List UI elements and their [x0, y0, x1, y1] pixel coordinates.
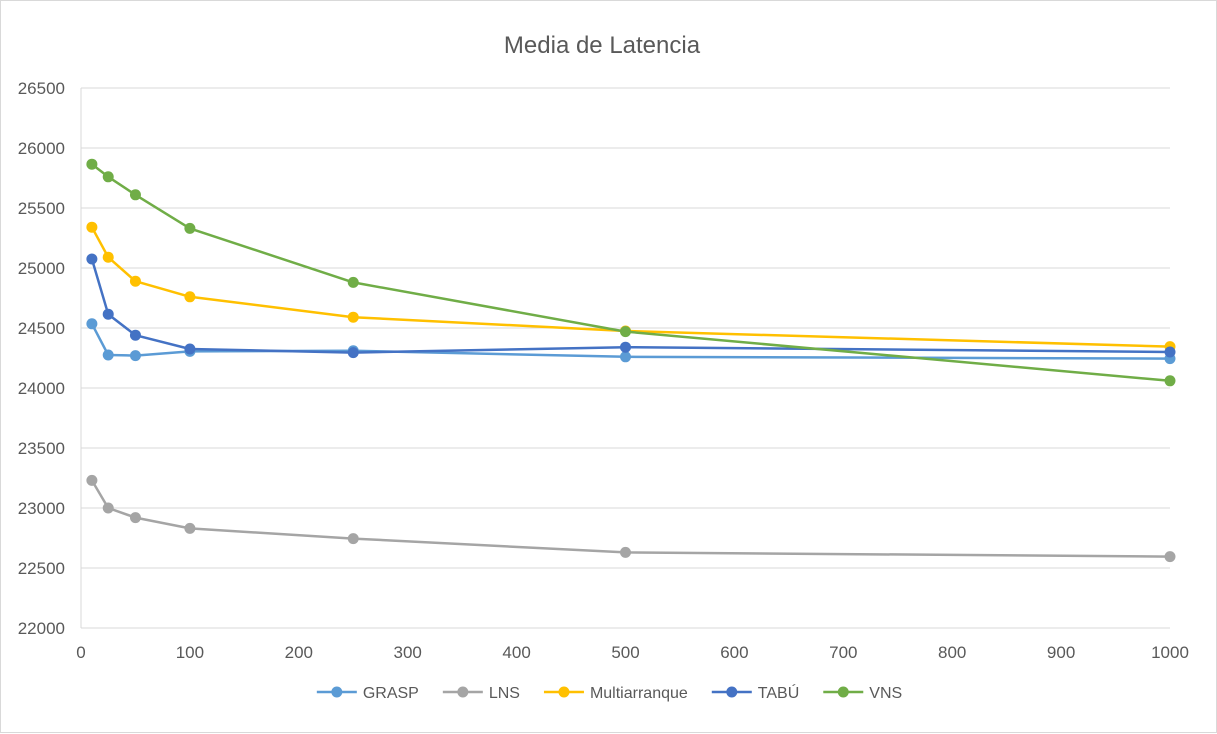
- legend-label: LNS: [489, 685, 520, 702]
- data-point: [1164, 375, 1176, 387]
- series-lns: [86, 474, 1176, 563]
- legend-item-tabú: TABÚ: [711, 683, 799, 702]
- x-axis-tick-labels: 0 100 200 300 400 500 600 700 800 900 1000: [76, 643, 1189, 662]
- data-point: [620, 351, 631, 363]
- data-point: [102, 171, 114, 183]
- legend-item-multiarranque: Multiarranque: [543, 685, 688, 702]
- legend-label: VNS: [869, 685, 902, 702]
- y-tick-label: 25000: [18, 259, 65, 278]
- legend-swatch-marker: [726, 686, 738, 698]
- data-point: [86, 253, 98, 265]
- legend-swatch-marker: [331, 686, 343, 698]
- series-tabú: [86, 253, 1176, 359]
- legend-label: GRASP: [363, 685, 419, 702]
- data-point: [129, 512, 141, 524]
- data-point: [129, 275, 141, 287]
- legend-item-lns: LNS: [442, 685, 520, 702]
- y-tick-label: 24000: [18, 379, 65, 398]
- x-tick-label: 600: [720, 643, 748, 662]
- data-point: [347, 347, 359, 359]
- y-tick-label: 26500: [18, 79, 65, 98]
- series-lines: [86, 158, 1176, 563]
- data-point: [86, 158, 98, 170]
- data-point: [184, 222, 196, 234]
- data-point: [102, 251, 114, 263]
- series-line: [90, 225, 1172, 348]
- y-tick-label: 22500: [18, 559, 65, 578]
- series-line: [90, 479, 1172, 558]
- legend-label: TABÚ: [758, 683, 799, 702]
- legend: GRASP LNS Multiarranque TABÚ VNS: [316, 683, 902, 702]
- data-point: [86, 318, 98, 330]
- x-tick-label: 100: [176, 643, 204, 662]
- data-point: [620, 326, 631, 338]
- data-point: [129, 350, 141, 362]
- y-tick-label: 23500: [18, 439, 65, 458]
- series-vns: [86, 158, 1176, 387]
- data-point: [184, 291, 196, 303]
- legend-swatch-marker: [457, 686, 469, 698]
- x-tick-label: 300: [394, 643, 422, 662]
- data-point: [184, 522, 196, 534]
- legend-item-vns: VNS: [823, 685, 902, 702]
- data-point: [620, 341, 631, 353]
- x-tick-label: 900: [1047, 643, 1075, 662]
- data-point: [129, 329, 141, 341]
- y-axis-tick-labels: 22000 22500 23000 23500 24000 24500 25000 25500…: [18, 79, 65, 638]
- legend-item-grasp: GRASP: [316, 685, 419, 702]
- x-tick-label: 700: [829, 643, 857, 662]
- data-point: [102, 502, 114, 514]
- data-point: [86, 221, 98, 233]
- x-tick-label: 0: [76, 643, 85, 662]
- data-point: [347, 311, 359, 323]
- data-point: [1164, 346, 1176, 358]
- data-point: [347, 276, 359, 288]
- y-tick-label: 23000: [18, 499, 65, 518]
- legend-label: Multiarranque: [590, 685, 688, 702]
- data-point: [347, 533, 359, 545]
- x-tick-label: 1000: [1151, 643, 1189, 662]
- chart-title: Media de Latencia: [504, 32, 701, 59]
- x-tick-label: 500: [611, 643, 639, 662]
- x-tick-label: 800: [938, 643, 966, 662]
- y-tick-label: 25500: [18, 199, 65, 218]
- legend-swatch-marker: [558, 686, 570, 698]
- data-point: [620, 546, 631, 558]
- data-point: [129, 189, 141, 201]
- legend-swatch-marker: [837, 686, 849, 698]
- y-tick-label: 26000: [18, 139, 65, 158]
- data-point: [102, 308, 114, 320]
- y-tick-label: 24500: [18, 319, 65, 338]
- data-point: [102, 349, 114, 361]
- data-point: [86, 474, 98, 486]
- x-tick-label: 200: [285, 643, 313, 662]
- x-tick-label: 400: [502, 643, 530, 662]
- data-point: [1164, 551, 1176, 563]
- data-point: [184, 343, 196, 355]
- y-tick-label: 22000: [18, 619, 65, 638]
